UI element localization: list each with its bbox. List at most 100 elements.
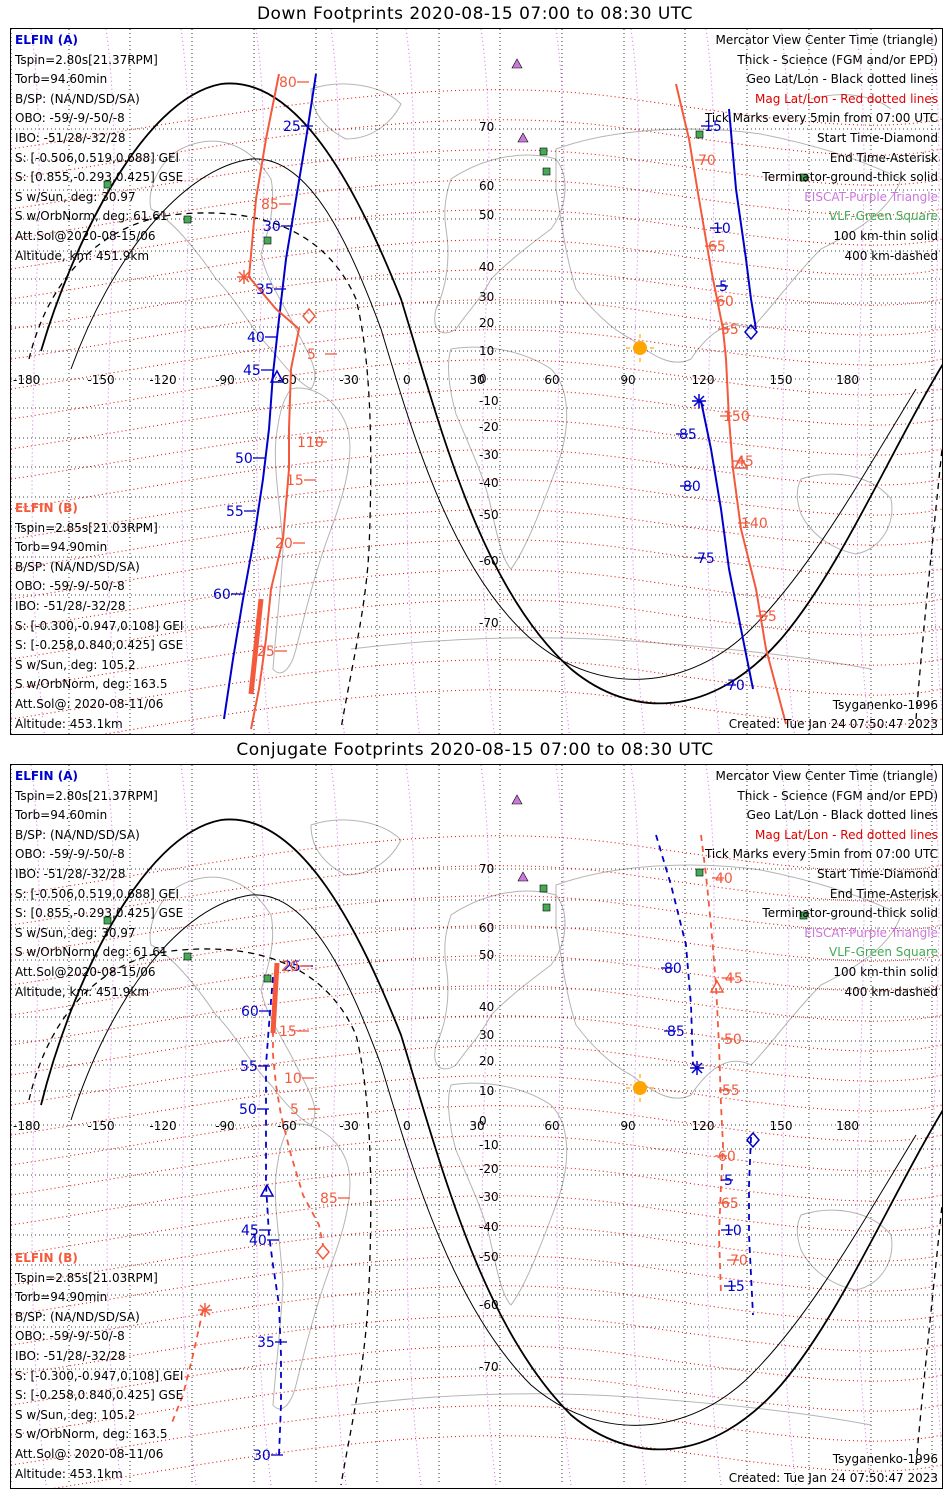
info-line: IBO: -51/28/-32/28 <box>15 1348 126 1363</box>
track-time-label: 150 <box>723 409 750 425</box>
track-time-label: 80 <box>683 479 701 495</box>
track-time-label: 25 <box>283 959 301 975</box>
latitude-tick-label: 30 <box>479 1028 494 1042</box>
mag-longitude-line <box>780 29 795 734</box>
elfin-b-center-triangle <box>733 455 749 469</box>
info-line: Altitude: 453.1km <box>15 1466 123 1481</box>
longitude-tick-label: 90 <box>620 1119 635 1133</box>
mag-longitude-line <box>105 765 122 1486</box>
track-time-label: 55 <box>722 1083 740 1099</box>
info-line: S w/Sun, deg: 105.2 <box>15 1407 136 1422</box>
mag-latitude-line <box>11 659 942 720</box>
mag-latitude-line <box>11 599 942 660</box>
map-canvas: -180 -150 -120 -90 -60 -30 0 30 60 90 120 150 180706… <box>11 765 942 1488</box>
info-line: S: [-0.258,0.840,0.425] GSE <box>15 1388 184 1403</box>
track-time-label: 30 <box>263 219 281 235</box>
mag-longitude-line <box>630 765 647 1486</box>
info-line: IBO: -51/28/-32/28 <box>15 130 126 145</box>
vlf-square-icons <box>103 130 808 245</box>
longitude-tick-label: -150 <box>87 373 114 387</box>
legend-entry: Mag Lat/Lon - Red dotted lines <box>754 91 938 106</box>
elfin-a-track-east-south <box>700 400 754 690</box>
latitude-tick-label: 20 <box>479 1054 494 1068</box>
elfin-a-start-diamond <box>744 323 758 341</box>
model-label: Tsyganenko-1996 <box>832 698 938 712</box>
latitude-tick-label: 60 <box>479 921 494 935</box>
elfin-a-track-east-north <box>728 108 757 330</box>
track-time-label: 10 <box>284 1071 302 1087</box>
mag-longitude-line <box>180 765 197 1486</box>
track-time-label: 85 <box>320 1191 338 1207</box>
track-time-label: 35 <box>759 609 777 625</box>
legend-entry: EISCAT-Purple Triangle <box>804 925 938 940</box>
sun-icon <box>626 1074 654 1102</box>
mag-longitude-line <box>180 29 195 734</box>
elfin-b-info: ELFIN (B) Tspin=2.85s[21.03RPM] Torb=94.9… <box>15 499 183 734</box>
elfin-b-end-asterisk <box>237 270 251 284</box>
mag-longitude-line <box>330 29 345 734</box>
latitude-tick-label: -60 <box>479 554 499 568</box>
elfin-a-track-west <box>265 976 282 1456</box>
longitude-tick-label: -180 <box>13 373 40 387</box>
track-time-label: 60 <box>718 1149 736 1165</box>
track-time-label: 15 <box>286 473 304 489</box>
mag-latitude-line <box>11 359 942 420</box>
latitude-tick-label: 70 <box>479 862 494 876</box>
elfin-b-science-segment <box>248 598 264 695</box>
mag-longitude-line <box>330 765 347 1486</box>
track-time-label: 10 <box>724 1223 742 1239</box>
mag-longitude-line <box>30 29 45 734</box>
mag-longitude-line <box>30 765 47 1486</box>
mag-latitude-line <box>11 955 942 1016</box>
track-time-label: 25 <box>257 644 275 660</box>
conjugate-footprints-panel: -180 -150 -120 -90 -60 -30 0 30 60 90 120 150 180 70 6… <box>10 764 943 1489</box>
elfin-b-track-east <box>675 83 787 725</box>
mag-longitude-line <box>555 29 570 734</box>
mag-longitude-line <box>630 29 645 734</box>
longitude-tick-label: -120 <box>149 1119 176 1133</box>
legend-entry: Mercator View Center Time (triangle) <box>715 769 938 783</box>
mag-latitude-line <box>11 1165 942 1226</box>
track-time-label: 70 <box>698 153 716 169</box>
latitude-tick-label: 60 <box>479 179 494 193</box>
legend-entry: Mag Lat/Lon - Red dotted lines <box>754 827 938 842</box>
track-time-label: 40 <box>247 330 265 346</box>
created-timestamp: Created: Tue Jan 24 07:50:47 2023 <box>728 1471 938 1485</box>
orbit-100km-line <box>70 158 917 680</box>
track-time-label: 35 <box>257 1335 275 1351</box>
elfin-a-center-triangle <box>259 1183 275 1197</box>
elfin-b-info: ELFIN (B) Tspin=2.85s[21.03RPM] Torb=94.9… <box>15 1249 183 1484</box>
elfin-a-info: ELFIN (A) Tspin=2.80s[21.37RPM] Torb=94.6… <box>15 767 183 1002</box>
legend-entry: 100 km-thin solid <box>833 228 938 243</box>
latitude-tick-label: 20 <box>479 316 494 330</box>
elfin-a-header: ELFIN (A) <box>15 769 78 783</box>
track-time-label: 140 <box>741 516 768 532</box>
longitude-tick-label: 120 <box>692 373 715 387</box>
legend-entry: Start Time-Diamond <box>816 866 938 881</box>
orbit-400km-dashed <box>28 948 372 1486</box>
mag-latitude-line <box>11 1375 942 1436</box>
elfin-a-track-east-north <box>655 834 694 1066</box>
latitude-tick-label: 40 <box>479 260 494 274</box>
longitude-tick-label: -30 <box>339 373 359 387</box>
track-time-label: 80 <box>279 75 297 91</box>
track-time-label: 45 <box>243 363 261 379</box>
longitude-tick-label: 120 <box>692 1119 715 1133</box>
track-time-label: 55 <box>240 1059 258 1075</box>
track-time-label: 45 <box>241 1223 259 1239</box>
elfin-b-parameters: Tspin=2.85s[21.03RPM] Torb=94.90min B/SP: … <box>15 1269 183 1485</box>
elfin-a-header: ELFIN (A) <box>15 33 78 47</box>
longitude-tick-label: 150 <box>770 1119 793 1133</box>
track-time-label: 110 <box>297 435 324 451</box>
mag-latitude-line <box>11 1315 942 1376</box>
info-line: OBO: -59/-9/-50/-8 <box>15 847 125 862</box>
elfin-b-track-east <box>700 834 724 1296</box>
latitude-tick-label: -30 <box>479 448 499 462</box>
latitude-tick-label: -20 <box>479 1162 499 1176</box>
legend-entry: 400 km-dashed <box>844 248 938 263</box>
info-line: S: [0.855,-0.293,0.425] GSE <box>15 170 184 185</box>
longitude-tick-label: -150 <box>87 1119 114 1133</box>
info-line: Torb=94.90min <box>15 1290 108 1305</box>
mag-latitude-line <box>11 1285 942 1346</box>
latitude-tick-label: 0 <box>479 1114 487 1128</box>
